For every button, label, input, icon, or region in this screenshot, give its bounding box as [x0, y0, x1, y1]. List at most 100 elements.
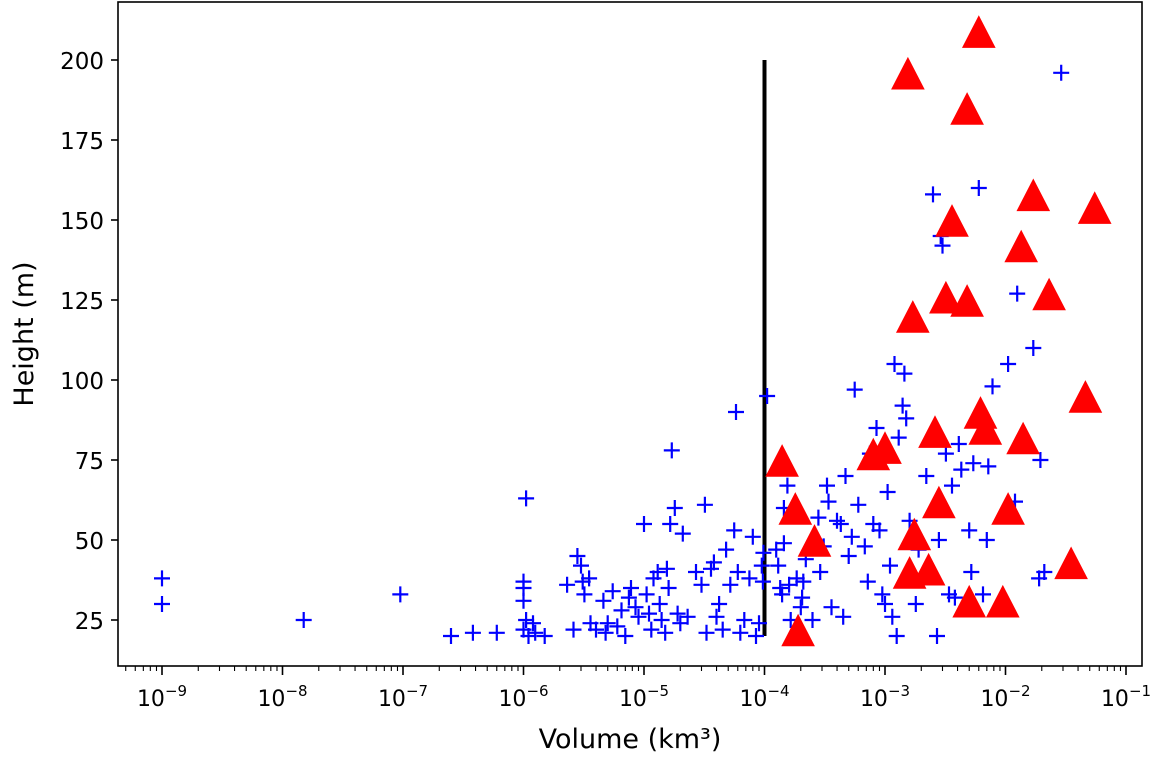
triangle-marker: [1054, 546, 1088, 580]
plus-marker: [714, 621, 731, 638]
plus-marker: [774, 586, 791, 603]
plus-marker: [729, 564, 746, 580]
plus-marker: [688, 564, 704, 580]
plus-marker: [980, 458, 997, 475]
plus-marker: [953, 461, 970, 478]
triangle-marker: [991, 492, 1025, 525]
plus-marker: [711, 596, 728, 612]
plus-marker: [934, 237, 951, 254]
triangle-marker: [950, 284, 984, 317]
plus-marker: [518, 612, 535, 628]
plus-marker: [823, 599, 840, 616]
plus-marker: [1000, 356, 1017, 372]
triangle-marker: [897, 517, 932, 551]
y-tick-label: 100: [60, 369, 104, 395]
plus-marker: [961, 522, 978, 539]
plus-marker: [1009, 285, 1026, 302]
plus-marker: [937, 445, 954, 462]
plus-marker: [970, 180, 987, 196]
plus-marker: [663, 442, 680, 459]
plus-marker: [617, 628, 634, 644]
plus-marker: [907, 596, 924, 612]
triangle-marker: [895, 300, 930, 333]
triangle-marker: [935, 204, 969, 237]
plus-marker: [850, 496, 867, 513]
plus-marker: [595, 592, 612, 609]
plus-marker: [728, 404, 744, 420]
plus-marker: [843, 528, 860, 545]
x-tick-label: 10−8: [257, 682, 307, 712]
y-tick-label: 25: [75, 609, 104, 635]
plus-marker: [515, 592, 532, 609]
plus-marker: [846, 381, 863, 398]
plus-marker: [775, 535, 792, 552]
plus-marker: [898, 410, 915, 427]
plus-marker: [770, 557, 787, 574]
plus-marker: [443, 628, 459, 644]
plus-marker: [1053, 64, 1070, 81]
plus-marker: [569, 548, 586, 564]
plus-marker: [525, 615, 541, 632]
plus-marker: [753, 557, 770, 574]
plus-marker: [705, 554, 722, 571]
y-tick-label: 75: [75, 449, 104, 475]
plus-marker: [597, 624, 614, 641]
plus-marker: [736, 612, 753, 628]
plus-marker: [613, 602, 630, 619]
plus-marker: [154, 596, 170, 612]
y-tick-label: 175: [60, 129, 104, 155]
plus-marker: [651, 596, 668, 612]
triangle-marker: [891, 56, 925, 90]
plus-marker: [536, 628, 553, 644]
plus-marker: [653, 612, 670, 628]
plus-marker: [792, 599, 809, 616]
plus-marker: [630, 608, 647, 625]
triangle-marker: [950, 92, 984, 125]
x-tick-label: 10−2: [980, 682, 1030, 712]
plus-marker: [835, 608, 852, 625]
y-tick-label: 150: [60, 209, 104, 235]
plus-marker: [392, 586, 409, 603]
plus-marker: [794, 589, 811, 606]
triangle-marker: [952, 584, 987, 618]
plus-marker: [884, 608, 901, 625]
plus-marker: [623, 580, 639, 596]
plus-marker: [576, 586, 593, 603]
plus-marker: [759, 388, 776, 404]
plus-marker: [755, 544, 772, 561]
plus-marker: [820, 493, 837, 510]
plus-marker: [643, 621, 660, 638]
y-axis-title: Height (m): [9, 261, 40, 406]
plus-marker: [882, 557, 898, 574]
plus-marker: [295, 612, 312, 628]
plus-marker: [527, 624, 544, 641]
plus-marker: [795, 573, 812, 590]
triangle-marker: [781, 613, 815, 647]
plus-marker: [944, 477, 960, 494]
plus-marker: [1032, 452, 1049, 468]
plus-marker: [488, 624, 505, 641]
plus-marker: [636, 516, 652, 532]
plus-marker: [874, 586, 891, 603]
plus-marker: [886, 356, 903, 372]
plus-marker: [812, 564, 829, 580]
plus-marker: [674, 525, 691, 542]
triangle-marker: [922, 485, 956, 519]
plus-marker: [832, 516, 849, 532]
plus-marker: [754, 573, 771, 590]
triangle-marker: [968, 412, 1003, 445]
plus-marker: [946, 589, 963, 606]
plus-marker: [877, 596, 893, 612]
triangle-marker: [868, 431, 902, 464]
plus-marker: [856, 538, 873, 555]
plus-marker: [660, 580, 677, 596]
plus-marker: [620, 589, 637, 606]
y-tick-label: 125: [60, 289, 104, 315]
y-tick-label: 200: [60, 49, 104, 75]
plus-marker: [1025, 340, 1042, 356]
plus-marker: [930, 532, 947, 548]
plus-marker: [588, 621, 604, 638]
x-tick-label: 10−6: [498, 682, 548, 712]
plus-marker: [788, 570, 805, 587]
triangle-marker: [765, 444, 799, 477]
